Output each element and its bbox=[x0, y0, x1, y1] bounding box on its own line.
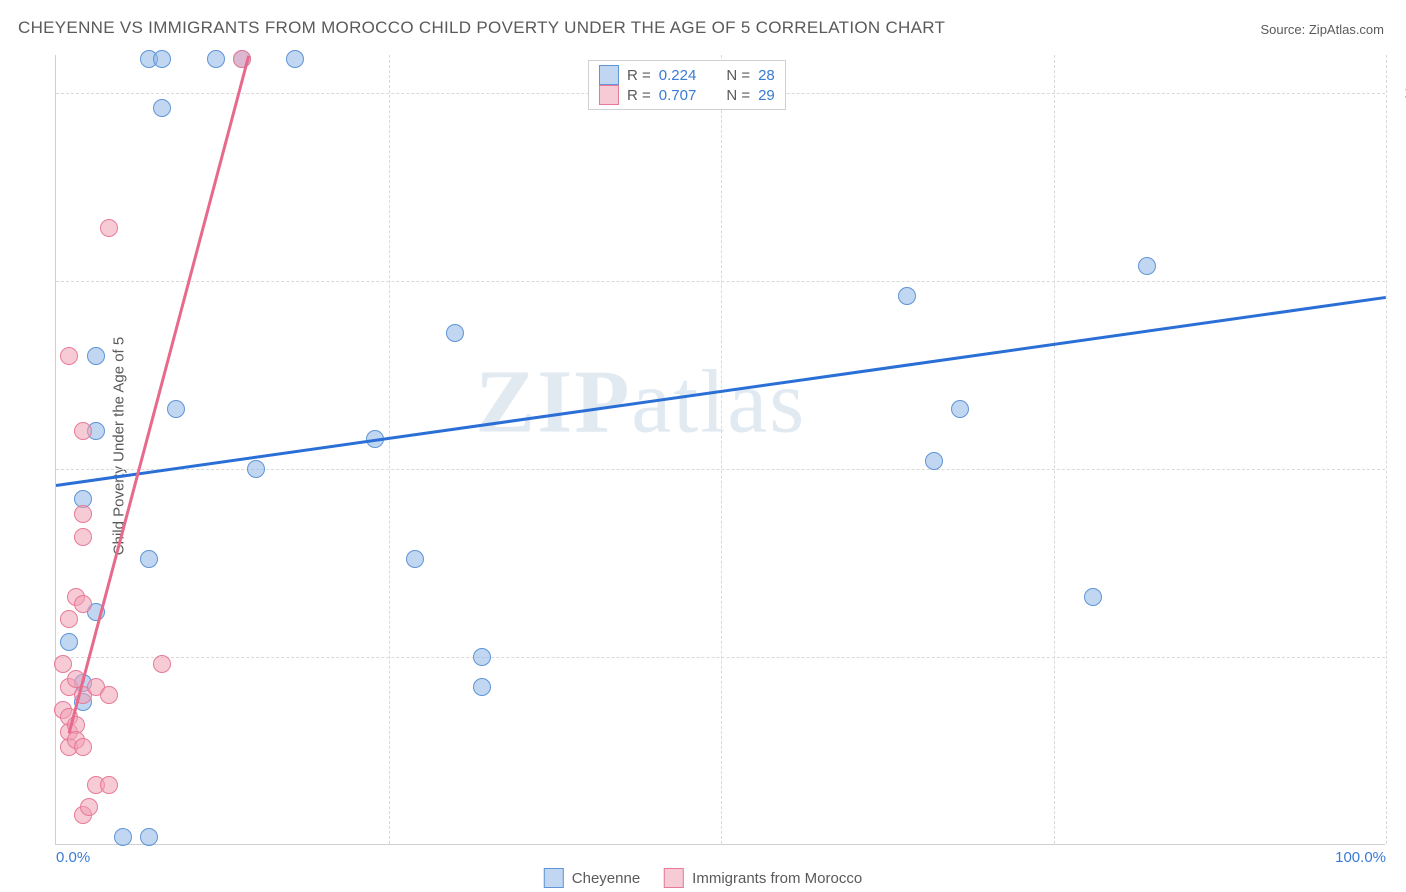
scatter-point bbox=[140, 828, 158, 846]
scatter-point bbox=[167, 400, 185, 418]
legend-swatch bbox=[664, 868, 684, 888]
scatter-point bbox=[446, 324, 464, 342]
scatter-point bbox=[74, 422, 92, 440]
gridline-v bbox=[721, 55, 722, 844]
scatter-point bbox=[80, 798, 98, 816]
gridline-v bbox=[1386, 55, 1387, 844]
scatter-point bbox=[473, 648, 491, 666]
legend-label: Cheyenne bbox=[572, 870, 640, 887]
xtick-label: 100.0% bbox=[1335, 849, 1386, 866]
scatter-point bbox=[925, 452, 943, 470]
legend-n-value: 28 bbox=[758, 67, 775, 84]
legend-n-label: N = bbox=[726, 67, 750, 84]
legend-bottom: Cheyenne Immigrants from Morocco bbox=[544, 868, 862, 888]
scatter-point bbox=[100, 219, 118, 237]
ytick-label: 75.0% bbox=[1395, 272, 1406, 289]
scatter-point bbox=[1138, 257, 1156, 275]
scatter-point bbox=[60, 610, 78, 628]
scatter-point bbox=[100, 686, 118, 704]
legend-n-label: N = bbox=[726, 87, 750, 104]
scatter-point bbox=[1084, 588, 1102, 606]
scatter-point bbox=[473, 678, 491, 696]
legend-swatch bbox=[599, 65, 619, 85]
chart-title: CHEYENNE VS IMMIGRANTS FROM MOROCCO CHIL… bbox=[18, 18, 945, 38]
legend-row: R = 0.224 N = 28 bbox=[599, 65, 775, 85]
ytick-label: 50.0% bbox=[1395, 460, 1406, 477]
scatter-point bbox=[60, 633, 78, 651]
correlation-chart: CHEYENNE VS IMMIGRANTS FROM MOROCCO CHIL… bbox=[0, 0, 1406, 892]
scatter-point bbox=[951, 400, 969, 418]
scatter-point bbox=[74, 738, 92, 756]
scatter-point bbox=[153, 655, 171, 673]
scatter-point bbox=[140, 550, 158, 568]
legend-r-label: R = bbox=[627, 67, 651, 84]
scatter-point bbox=[87, 347, 105, 365]
gridline-v bbox=[389, 55, 390, 844]
trend-line bbox=[68, 56, 250, 734]
source-prefix: Source: bbox=[1260, 22, 1308, 37]
scatter-point bbox=[74, 595, 92, 613]
scatter-point bbox=[114, 828, 132, 846]
legend-r-value: 0.224 bbox=[659, 67, 697, 84]
legend-row: R = 0.707 N = 29 bbox=[599, 85, 775, 105]
scatter-point bbox=[74, 528, 92, 546]
scatter-point bbox=[54, 655, 72, 673]
scatter-point bbox=[153, 50, 171, 68]
ytick-label: 100.0% bbox=[1395, 84, 1406, 101]
source-attribution: Source: ZipAtlas.com bbox=[1260, 22, 1384, 37]
scatter-point bbox=[406, 550, 424, 568]
scatter-point bbox=[207, 50, 225, 68]
scatter-point bbox=[100, 776, 118, 794]
legend-r-value: 0.707 bbox=[659, 87, 697, 104]
scatter-point bbox=[60, 347, 78, 365]
legend-r-label: R = bbox=[627, 87, 651, 104]
legend-item: Immigrants from Morocco bbox=[664, 868, 862, 888]
legend-correlation: R = 0.224 N = 28 R = 0.707 N = 29 bbox=[588, 60, 786, 110]
ytick-label: 25.0% bbox=[1395, 648, 1406, 665]
legend-swatch bbox=[599, 85, 619, 105]
gridline-v bbox=[1054, 55, 1055, 844]
scatter-point bbox=[74, 505, 92, 523]
legend-item: Cheyenne bbox=[544, 868, 640, 888]
scatter-point bbox=[153, 99, 171, 117]
legend-swatch bbox=[544, 868, 564, 888]
scatter-point bbox=[898, 287, 916, 305]
legend-n-value: 29 bbox=[758, 87, 775, 104]
legend-label: Immigrants from Morocco bbox=[692, 870, 862, 887]
source-value: ZipAtlas.com bbox=[1309, 22, 1384, 37]
scatter-point bbox=[286, 50, 304, 68]
scatter-point bbox=[247, 460, 265, 478]
plot-area: ZIPatlas 25.0%50.0%75.0%100.0%0.0%100.0%… bbox=[55, 55, 1385, 845]
xtick-label: 0.0% bbox=[56, 849, 90, 866]
